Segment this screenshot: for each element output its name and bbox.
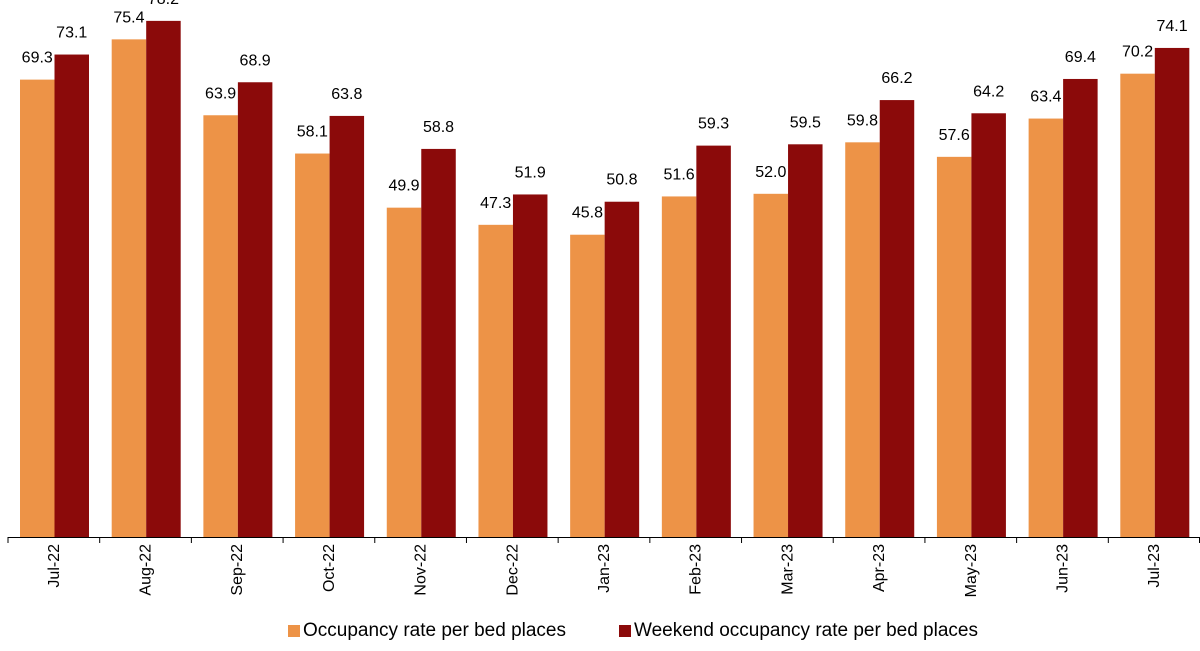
x-axis-ticks (7, 537, 1200, 543)
value-label-s2-sep-22: 68.9 (240, 52, 271, 69)
value-label-s1-apr-23: 59.8 (847, 112, 878, 129)
bar-s1-jun-23 (1028, 118, 1064, 537)
x-tick-label-feb-23: Feb-23 (688, 544, 705, 595)
bar-s1-dec-22 (478, 224, 513, 537)
bar-s2-may-23 (971, 113, 1006, 537)
bar-s1-jan-23 (570, 234, 605, 537)
value-label-s2-mar-23: 59.5 (790, 114, 821, 131)
value-label-s1-may-23: 57.6 (939, 127, 970, 144)
legend: Occupancy rate per bed places Weekend occ… (288, 620, 978, 641)
value-label-s2-aug-22: 78.2 (148, 0, 179, 8)
legend-label-s2: Weekend occupancy rate per bed places (634, 620, 978, 641)
x-tick-label-jul-22: Jul-22 (46, 544, 63, 588)
bar-s2-oct-22 (329, 115, 365, 538)
value-label-s1-nov-22: 49.9 (388, 178, 419, 195)
x-tick-label-jan-23: Jan-23 (596, 544, 613, 593)
value-label-s1-jan-23: 45.8 (572, 205, 603, 222)
bar-s1-jul-23 (1120, 73, 1155, 538)
bar-s2-jun-23 (1063, 78, 1098, 538)
bar-s2-aug-22 (146, 20, 181, 537)
x-tick-label-may-23: May-23 (963, 544, 980, 597)
bar-s2-jul-22 (54, 54, 89, 537)
value-labels-group: 69.373.1 75.4 78.2 63.968.9 58.1 63.8 49.9 58.8… (22, 0, 1188, 222)
bars-group (20, 20, 1190, 538)
x-tick-label-dec-22: Dec-22 (504, 544, 521, 596)
x-tick-label-apr-23: Apr-23 (871, 544, 888, 592)
value-label-s2-dec-22: 51.9 (515, 164, 546, 181)
value-label-s1-jul-22: 69.3 (22, 50, 53, 67)
value-label-s2-apr-23: 66.2 (881, 70, 912, 87)
bar-s1-jul-22 (20, 79, 55, 538)
bar-s1-aug-22 (111, 39, 147, 538)
bar-s2-sep-22 (237, 82, 273, 537)
bar-s1-feb-23 (661, 196, 697, 537)
bar-s1-mar-23 (753, 193, 789, 538)
value-label-s1-jun-23: 63.4 (1030, 89, 1061, 106)
value-label-s1-sep-22: 63.9 (205, 85, 236, 102)
bar-s2-jul-23 (1154, 47, 1190, 537)
value-label-s1-oct-22: 58.1 (297, 124, 328, 141)
x-tick-label-jun-23: Jun-23 (1054, 544, 1071, 593)
bar-s1-nov-22 (386, 207, 422, 537)
bar-s2-feb-23 (696, 145, 731, 537)
legend-swatch-s2 (619, 625, 631, 637)
x-tick-label-oct-22: Oct-22 (321, 544, 338, 592)
value-label-s2-nov-22: 58.8 (423, 119, 454, 136)
x-tick-label-mar-23: Mar-23 (779, 544, 796, 595)
bar-s2-dec-22 (512, 194, 548, 537)
value-label-s2-may-23: 64.2 (973, 83, 1004, 100)
legend-swatch-s1 (288, 625, 300, 637)
x-tick-label-sep-22: Sep-22 (229, 544, 246, 596)
bar-s1-sep-22 (203, 115, 238, 537)
x-axis-tick-labels: Jul-22 Aug-22 Sep-22 Oct-22 Nov-22 Dec-22 Jan-… (46, 544, 1163, 597)
value-label-s1-feb-23: 51.6 (664, 166, 695, 183)
bar-s1-may-23 (936, 156, 972, 537)
bar-s1-oct-22 (295, 153, 330, 538)
bar-s2-jan-23 (604, 201, 640, 537)
value-label-s2-oct-22: 63.8 (331, 86, 362, 103)
bar-s1-apr-23 (845, 142, 880, 537)
x-tick-label-nov-22: Nov-22 (413, 544, 430, 596)
x-tick-label-aug-22: Aug-22 (138, 544, 155, 596)
bar-s2-nov-22 (421, 148, 456, 538)
bar-s2-apr-23 (879, 100, 915, 537)
value-label-s1-mar-23: 52.0 (755, 164, 786, 181)
value-label-s1-jul-23: 70.2 (1122, 44, 1153, 61)
x-tick-label-jul-23: Jul-23 (1146, 544, 1163, 588)
value-label-s1-aug-22: 75.4 (113, 9, 144, 26)
value-label-s2-jan-23: 50.8 (606, 172, 637, 189)
value-label-s2-jul-23: 74.1 (1156, 18, 1187, 35)
bar-s2-mar-23 (788, 144, 823, 538)
value-label-s2-feb-23: 59.3 (698, 116, 729, 133)
value-label-s2-jun-23: 69.4 (1065, 49, 1096, 66)
value-label-s2-jul-22: 73.1 (56, 25, 87, 42)
legend-label-s1: Occupancy rate per bed places (303, 620, 566, 641)
value-label-s1-dec-22: 47.3 (480, 195, 511, 212)
